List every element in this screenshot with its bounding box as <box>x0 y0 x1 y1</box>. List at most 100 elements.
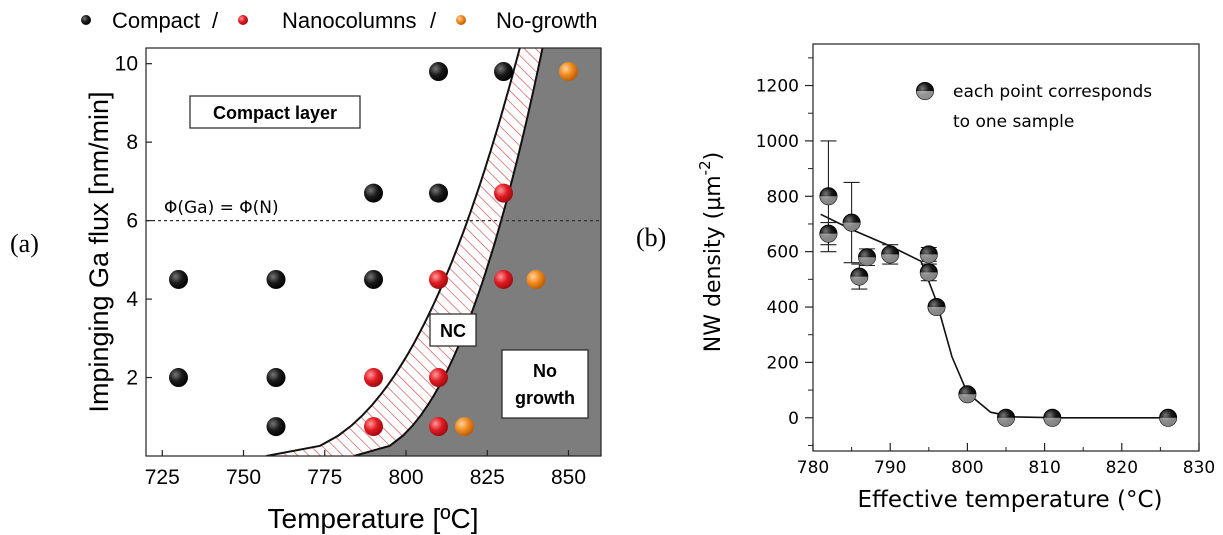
nc-label: NC <box>440 321 466 341</box>
density-point-highlight <box>858 257 876 266</box>
plot-b-frame <box>812 43 1200 452</box>
x-tick-label-b: 810 <box>1028 458 1060 478</box>
y-axis-label-b-main: NW density (µm <box>701 175 726 352</box>
y-tick-label-b: 200 <box>767 353 799 373</box>
legend-b-marker-highlight <box>916 91 934 100</box>
density-point-highlight <box>1043 417 1061 427</box>
nc-boundary-right <box>353 48 544 456</box>
nc-boundary-left <box>266 48 521 456</box>
y-tick-label-b: 600 <box>767 243 799 263</box>
point-no-growth <box>526 269 546 289</box>
x-tick-label-b: 830 <box>1183 458 1215 478</box>
y-tick-label-b: 0 <box>788 409 799 429</box>
y-axis-label-b-sup: -2 <box>696 160 714 175</box>
y-tick-label-a: 10 <box>115 53 138 76</box>
legend-nogrowth-marker <box>456 15 466 25</box>
panel-label-b: (b) <box>636 223 666 252</box>
y-tick-label-a: 2 <box>126 367 138 390</box>
density-point-highlight <box>958 394 976 403</box>
point-nanocolumns <box>429 368 448 388</box>
y-axis-label-b-close: ) <box>701 152 726 161</box>
point-compact <box>429 183 448 203</box>
nc-region <box>266 48 543 456</box>
point-no-growth <box>559 62 578 82</box>
plot-area-b: 780 790 800 810 820 830020040060080010001200 … <box>756 43 1215 478</box>
point-compact <box>364 269 383 289</box>
y-tick-label-a: 6 <box>126 210 138 233</box>
point-nanocolumns <box>429 269 448 289</box>
fit-curve <box>820 213 1169 419</box>
legend-nanocolumns-sep: / <box>430 8 437 33</box>
legend-nanocolumns-label: Nanocolumns <box>282 8 417 33</box>
y-tick-label-b: 800 <box>767 187 799 207</box>
x-tick-label-a: 775 <box>307 466 342 489</box>
legend-nogrowth-label: No-growth <box>496 8 597 33</box>
y-tick-label-b: 1000 <box>756 132 799 152</box>
x-axis-label-b: Effective temperature (°C) <box>857 487 1162 513</box>
point-compact <box>266 269 286 289</box>
x-tick-label-a: 725 <box>145 466 180 489</box>
legend-b-line2: to one sample <box>953 112 1074 132</box>
point-nanocolumns <box>494 269 513 289</box>
x-tick-label-a: 825 <box>470 466 505 489</box>
point-no-growth <box>455 417 474 437</box>
point-compact <box>169 269 188 289</box>
density-point-highlight <box>850 276 868 286</box>
y-tick-label-a: 4 <box>126 288 138 311</box>
x-tick-label-b: 790 <box>874 458 906 478</box>
nogrowth-box <box>501 349 589 419</box>
point-nanocolumns <box>494 183 513 203</box>
x-tick-label-b: 780 <box>797 458 829 478</box>
x-tick-label-b: 800 <box>951 458 983 478</box>
legend-b-line1: each point corresponds <box>953 82 1152 102</box>
legend-compact-marker <box>81 15 91 25</box>
point-compact <box>429 62 448 82</box>
y-tick-label-b: 1200 <box>756 77 799 97</box>
points-a <box>169 62 578 437</box>
ticks-a: 725 750 775 800 825 850 2 4 6 8 10 <box>115 53 586 489</box>
nogrowth-label-line2: growth <box>515 388 575 408</box>
legend-compact-label: Compact <box>112 8 200 33</box>
plot-a-frame <box>145 47 602 457</box>
ticks-b: 780 790 800 810 820 830 0 200 400 600 800 1000 1200 <box>756 57 1215 478</box>
density-point-highlight <box>928 307 946 316</box>
density-point-highlight <box>819 196 837 205</box>
x-tick-label-b: 820 <box>1106 458 1138 478</box>
x-axis-label-a: Temperature [ºC] <box>268 503 479 534</box>
y-axis-label-b: NW density (µm-2) <box>696 152 726 352</box>
density-point-highlight <box>1159 417 1177 427</box>
point-compact <box>266 368 286 388</box>
y-axis-label-a: Impinging Ga flux [nm/min] <box>84 91 114 412</box>
point-compact <box>266 417 286 437</box>
plot-area-a: Compact layer Φ(Ga) = Φ(N) NC No growth … <box>115 47 602 489</box>
y-tick-label-b: 400 <box>767 298 799 318</box>
points-b <box>819 140 1178 427</box>
legend-nanocolumns-marker <box>238 15 248 25</box>
density-point-highlight <box>920 254 938 263</box>
compact-layer-box <box>189 95 361 129</box>
x-tick-label-a: 850 <box>551 466 586 489</box>
nc-box <box>429 313 477 347</box>
point-compact <box>364 183 383 203</box>
point-compact <box>494 62 513 82</box>
density-point-highlight <box>997 417 1015 427</box>
y-axis-label-b-text: NW density (µm-2) <box>696 152 726 352</box>
density-point-highlight <box>881 254 899 263</box>
threshold-label: Φ(Ga) = Φ(N) <box>164 198 279 218</box>
legend-compact-sep: / <box>212 8 219 33</box>
nogrowth-label-line1: No <box>533 361 557 381</box>
density-point-highlight <box>920 272 938 281</box>
x-tick-label-a: 750 <box>226 466 261 489</box>
y-tick-label-a: 8 <box>126 131 138 154</box>
point-nanocolumns <box>364 368 383 388</box>
legend-a: Compact / Nanocolumns / No-growth <box>81 8 597 33</box>
panel-label-a: (a) <box>10 229 39 258</box>
compact-layer-label: Compact layer <box>213 103 337 123</box>
point-nanocolumns <box>429 417 448 437</box>
point-compact <box>169 368 188 388</box>
density-point-highlight <box>819 233 837 243</box>
density-point-highlight <box>843 222 861 232</box>
x-tick-label-a: 800 <box>388 466 423 489</box>
point-nanocolumns <box>364 417 383 437</box>
